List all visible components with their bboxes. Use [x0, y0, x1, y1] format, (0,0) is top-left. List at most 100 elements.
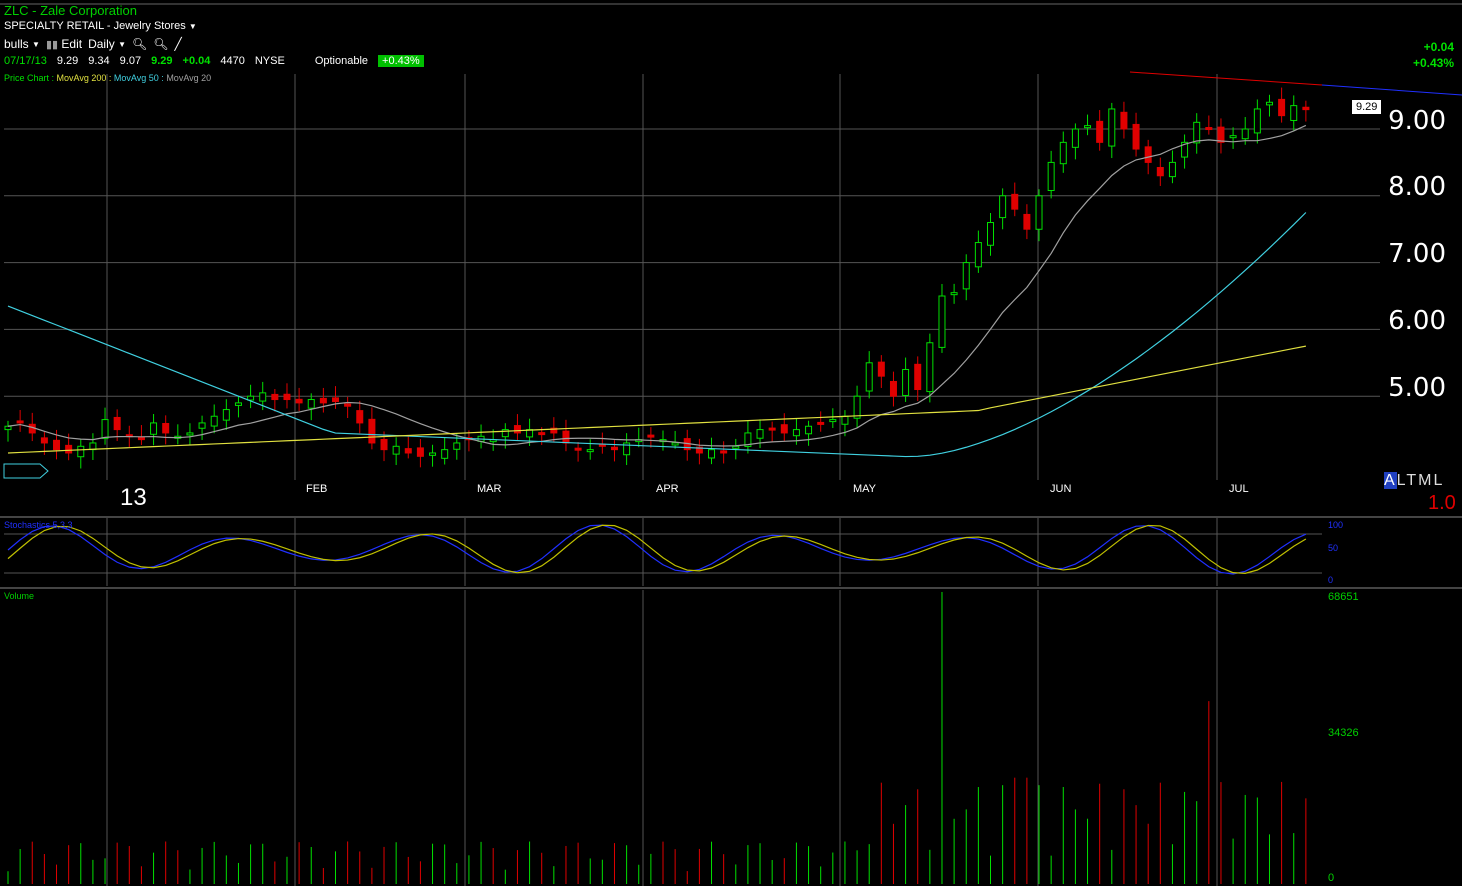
candle-body	[113, 416, 121, 431]
candle-body	[574, 447, 582, 451]
candle-body	[1120, 111, 1128, 130]
candle-body	[222, 409, 230, 421]
mode-a[interactable]: A	[1384, 472, 1397, 489]
candle-body	[550, 427, 558, 434]
candle-body	[392, 445, 400, 455]
list-selector[interactable]: bulls ▼	[4, 37, 40, 51]
quote-low: 9.07	[119, 55, 142, 67]
quote-change: +0.04	[182, 55, 211, 67]
candle-body	[538, 432, 546, 436]
price-axis-label: 5.00	[1388, 373, 1446, 403]
candle-body	[40, 437, 48, 444]
candle-body	[914, 363, 922, 391]
candle-body	[1047, 161, 1055, 191]
candle-body	[987, 222, 994, 246]
candle-body	[817, 421, 825, 425]
candle-body	[829, 419, 837, 423]
last-price-box: 9.29	[1352, 100, 1382, 114]
candle-body	[295, 398, 303, 404]
candle-body	[198, 422, 206, 429]
legend-ma50[interactable]: MovAvg 50 :	[113, 73, 164, 83]
change-absolute: +0.04	[1423, 40, 1454, 54]
candle-body	[744, 432, 752, 447]
candle-body	[1302, 106, 1310, 111]
month-label: MAR	[477, 483, 502, 495]
candle-body	[732, 445, 740, 449]
candle-body	[319, 397, 327, 404]
price-axis-label: 6.00	[1388, 306, 1446, 336]
quote-high: 9.34	[88, 55, 110, 67]
candle-body	[1229, 135, 1237, 139]
candle-body	[344, 403, 352, 407]
candle-body	[962, 262, 970, 290]
candle-body	[1108, 108, 1116, 147]
candle-body	[1290, 105, 1298, 121]
candle-body	[853, 395, 861, 419]
industry-selector[interactable]: SPECIALTY RETAIL - Jewelry Stores ▼	[4, 20, 197, 32]
chevron-down-icon: ▼	[32, 39, 40, 49]
candle-body	[926, 342, 934, 393]
chart-mode-selector[interactable]: ALTML	[1384, 472, 1444, 490]
trendline-extension	[1321, 84, 1462, 96]
mode-l[interactable]: L	[1396, 472, 1407, 489]
arrow-marker	[3, 463, 49, 479]
mode-l2[interactable]: L	[1433, 472, 1445, 489]
legend-ma200[interactable]: MovAvg 200 :	[56, 73, 112, 83]
candle-body	[768, 427, 776, 431]
candle-body	[186, 432, 194, 436]
candle-body	[429, 452, 437, 456]
month-label: JUN	[1050, 483, 1072, 495]
candle-body	[162, 423, 170, 434]
change-percent: +0.43%	[1412, 56, 1454, 70]
candle-body	[780, 424, 788, 434]
candle-body	[210, 415, 218, 427]
candle-body	[889, 381, 897, 397]
stochastics-label: Stochastics 5,3,3	[4, 520, 73, 530]
candle-body	[1096, 120, 1104, 143]
period-selector[interactable]: Daily ▼	[88, 37, 126, 51]
candle-body	[77, 445, 85, 458]
stoch-axis-50: 50	[1328, 543, 1339, 553]
month-label: FEB	[306, 483, 328, 495]
volume-label: Volume	[4, 591, 35, 601]
candle-body	[841, 415, 849, 425]
candle-body	[1156, 167, 1164, 177]
candle-body	[1217, 126, 1225, 143]
candle-body	[332, 397, 339, 403]
legend-price-chart: Price Chart :	[4, 73, 55, 83]
candle-body	[380, 438, 388, 451]
candle-body	[16, 420, 24, 424]
month-label: APR	[656, 483, 679, 495]
legend-ma20[interactable]: MovAvg 20	[166, 73, 212, 83]
candle-body	[671, 442, 679, 446]
candle-body	[234, 402, 242, 406]
candle-body	[1265, 101, 1273, 106]
volume-axis-mid: 34326	[1328, 727, 1359, 739]
zoom-out-icon[interactable]: 🔍︎	[153, 37, 169, 51]
candle-body	[999, 195, 1007, 219]
edit-button[interactable]: ▮▮ Edit	[46, 37, 82, 51]
candle-body	[1205, 127, 1213, 131]
draw-line-icon[interactable]: ╱	[174, 37, 182, 51]
candle-body	[610, 446, 618, 451]
candle-body	[877, 361, 885, 377]
symbol-title: ZLC - Zale Corporation	[4, 3, 137, 18]
month-label: JUL	[1229, 483, 1249, 495]
candle-body	[259, 392, 267, 402]
candle-body	[4, 425, 12, 431]
candle-body	[805, 425, 813, 435]
candle-body	[1011, 193, 1019, 210]
candle-body	[708, 449, 716, 459]
candle-body	[792, 429, 800, 437]
industry-label: SPECIALTY RETAIL - Jewelry Stores	[4, 20, 186, 32]
zoom-in-icon[interactable]: 🔍︎	[132, 37, 148, 51]
quote-date: 07/17/13	[4, 55, 47, 67]
mode-m[interactable]: M	[1418, 472, 1434, 489]
list-label: bulls	[4, 37, 29, 51]
candle-body	[1193, 121, 1201, 144]
candle-body	[513, 425, 521, 434]
candle-body	[404, 448, 412, 454]
candle-body	[247, 395, 255, 401]
mode-t[interactable]: T	[1406, 472, 1419, 489]
